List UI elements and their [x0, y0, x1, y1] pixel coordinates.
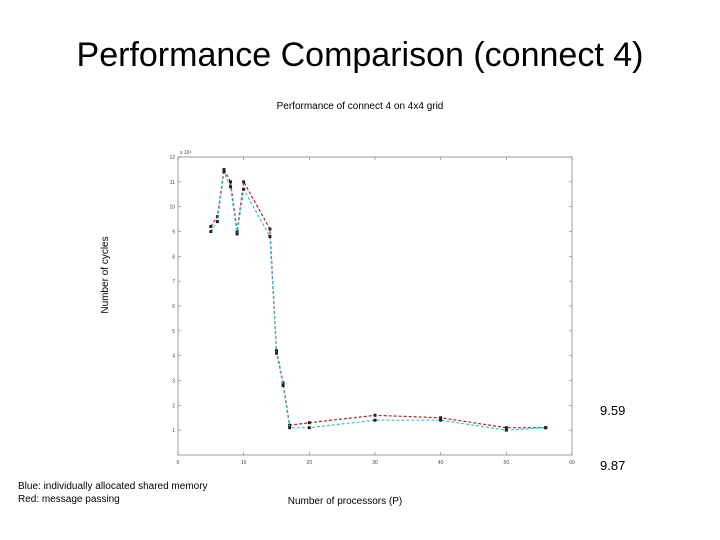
data-point-0 [275, 349, 278, 353]
data-point-1 [242, 187, 246, 191]
x-tick-label: 60 [569, 460, 575, 466]
data-point-1 [281, 383, 285, 387]
legend-note-blue: Blue: individually allocated shared memo… [18, 481, 208, 492]
x-tick-label: 40 [438, 460, 444, 466]
data-point-0 [215, 215, 219, 219]
data-point-1 [235, 232, 239, 236]
data-point-1 [209, 230, 213, 233]
data-point-0 [268, 227, 272, 231]
data-point-1 [544, 426, 548, 430]
data-point-1 [215, 220, 219, 224]
data-point-1 [504, 428, 508, 432]
series-line-0 [210, 167, 546, 429]
data-point-1 [439, 418, 443, 422]
y-tick-label: 10 [169, 205, 175, 211]
y-tick-label: 3 [172, 379, 175, 385]
data-point-1 [268, 234, 272, 238]
legend-note: Blue: individually allocated shared memo… [18, 480, 208, 506]
slide-title: Performance Comparison (connect 4) [76, 36, 644, 74]
y-tick-label: 8 [172, 254, 175, 260]
y-tick-label: 5 [172, 329, 175, 335]
series-line-1 [210, 169, 546, 431]
data-point-0 [209, 225, 213, 229]
legend-note-red: Red: message passing [18, 494, 120, 505]
data-point-1 [222, 170, 226, 174]
data-point-1 [275, 351, 278, 355]
data-point-1 [307, 426, 311, 430]
data-point-0 [439, 416, 443, 420]
plot-frame [177, 156, 573, 456]
chart-title: Performance of connect 4 on 4x4 grid [276, 101, 444, 112]
data-point-1 [229, 185, 233, 189]
annotation-value-1: 9.59 [600, 403, 626, 418]
data-point-0 [504, 426, 508, 430]
annotation-value-2: 9.87 [600, 458, 626, 473]
data-point-0 [307, 421, 311, 425]
data-point-0 [242, 180, 246, 184]
y-tick-label: 11 [170, 180, 175, 186]
y-tick-label: 7 [172, 279, 175, 285]
y-tick-label: 6 [172, 304, 175, 310]
y-tick-label: 2 [172, 403, 175, 409]
x-tick-label: 30 [372, 460, 378, 466]
y-tick-label: 9 [172, 230, 175, 236]
data-point-1 [373, 418, 377, 422]
x-tick-label: 10 [241, 460, 247, 466]
data-point-0 [373, 413, 377, 417]
x-tick-label: 50 [504, 460, 510, 466]
data-point-0 [222, 167, 226, 171]
y-exponent-label: x 10⁶ [180, 150, 192, 156]
x-tick-label: 0 [177, 460, 180, 466]
y-tick-label: 12 [169, 155, 175, 161]
y-tick-label: 4 [172, 354, 175, 360]
data-point-0 [229, 180, 233, 184]
data-point-1 [288, 426, 292, 430]
x-tick-label: 20 [307, 460, 313, 466]
data-point-0 [235, 230, 239, 233]
y-tick-label: 1 [172, 428, 175, 434]
x-axis-label: Number of processors (P) [287, 496, 403, 507]
